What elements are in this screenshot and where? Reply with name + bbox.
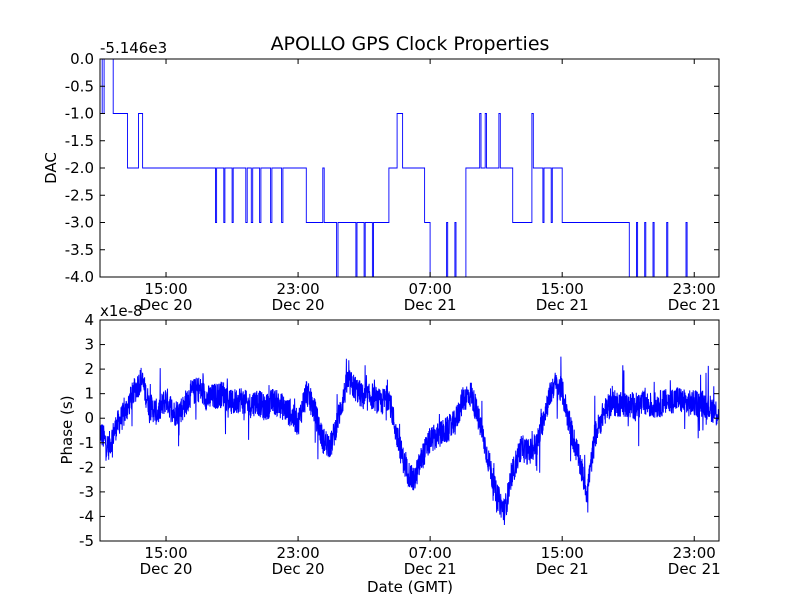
phase-x-tick-time-label: 07:00 (409, 544, 452, 562)
dac-x-tick-date-label: Dec 21 (404, 296, 457, 314)
dac-x-tick-date-label: Dec 20 (272, 296, 325, 314)
dac-y-tick-label: -2.5 (65, 186, 94, 204)
phase-y-tick-label: 3 (84, 336, 94, 354)
phase-x-tick-time-label: 23:00 (276, 544, 319, 562)
x-axis-label: Date (GMT) (367, 578, 453, 596)
chart-title: APOLLO GPS Clock Properties (271, 33, 550, 55)
dac-x-tick-date-label: Dec 20 (140, 296, 193, 314)
phase-axes-frame (99, 319, 720, 542)
dac-y-axis-label: DAC (42, 152, 60, 184)
phase-y-tick-label: -2 (79, 458, 94, 476)
phase-line-layer (99, 356, 720, 526)
phase-x-tick-date-label: Dec 21 (668, 560, 721, 578)
phase-x-tick-date-label: Dec 21 (536, 560, 589, 578)
dac-y-ticks: 0.0 -0.5 -1.0 -1.5 -2.0 -2.5 -3.0 -3.5 -4.0 (65, 50, 719, 286)
dac-line-layer (100, 58, 720, 278)
phase-y-ticks: 4 3 2 1 0 -1 -2 -3 -4 -5 (79, 311, 719, 550)
phase-y-tick-label: 0 (84, 409, 94, 427)
phase-y-tick-label: 4 (84, 311, 94, 329)
dac-y-tick-label: -3.0 (65, 214, 94, 232)
dac-series-line (100, 58, 720, 278)
dac-plot: -5.146e3 0.0 -0.5 -1.0 -1.5 -2.0 -2.5 -3.0 -3.5… (42, 39, 721, 314)
phase-y-tick-label: 2 (84, 360, 94, 378)
phase-x-tick-time-label: 15:00 (541, 544, 584, 562)
dac-y-tick-label: 0.0 (70, 50, 94, 68)
dac-x-tick-date-label: Dec 21 (536, 296, 589, 314)
phase-y-axis-label: Phase (s) (58, 395, 76, 464)
dac-y-tick-label: -1.0 (65, 105, 94, 123)
phase-x-tick-date-label: Dec 20 (140, 560, 193, 578)
phase-y-tick-label: -3 (79, 483, 94, 501)
phase-x-tick-time-label: 15:00 (144, 544, 187, 562)
phase-y-tick-label: 1 (84, 385, 94, 403)
dac-x-tick-date-label: Dec 21 (668, 296, 721, 314)
phase-y-tick-label: -4 (79, 507, 94, 525)
phase-series-line (99, 356, 720, 526)
dac-y-tick-label: -4.0 (65, 268, 94, 286)
dac-offset-label: -5.146e3 (100, 39, 167, 57)
phase-x-tick-time-label: 23:00 (673, 544, 716, 562)
dac-x-tick-time-label: 23:00 (673, 280, 716, 298)
dac-y-tick-label: -1.5 (65, 132, 94, 150)
dac-x-tick-time-label: 23:00 (276, 280, 319, 298)
phase-offset-label: x1e-8 (100, 302, 143, 320)
phase-y-tick-label: -5 (79, 532, 94, 550)
dac-x-tick-time-label: 15:00 (541, 280, 584, 298)
phase-x-tick-date-label: Dec 21 (404, 560, 457, 578)
phase-x-tick-date-label: Dec 20 (272, 560, 325, 578)
phase-y-tick-label: -1 (79, 434, 94, 452)
dac-x-tick-time-label: 15:00 (144, 280, 187, 298)
dac-y-tick-label: -3.5 (65, 241, 94, 259)
dac-y-tick-label: -0.5 (65, 77, 94, 95)
dac-y-tick-label: -2.0 (65, 159, 94, 177)
dac-x-tick-time-label: 07:00 (409, 280, 452, 298)
